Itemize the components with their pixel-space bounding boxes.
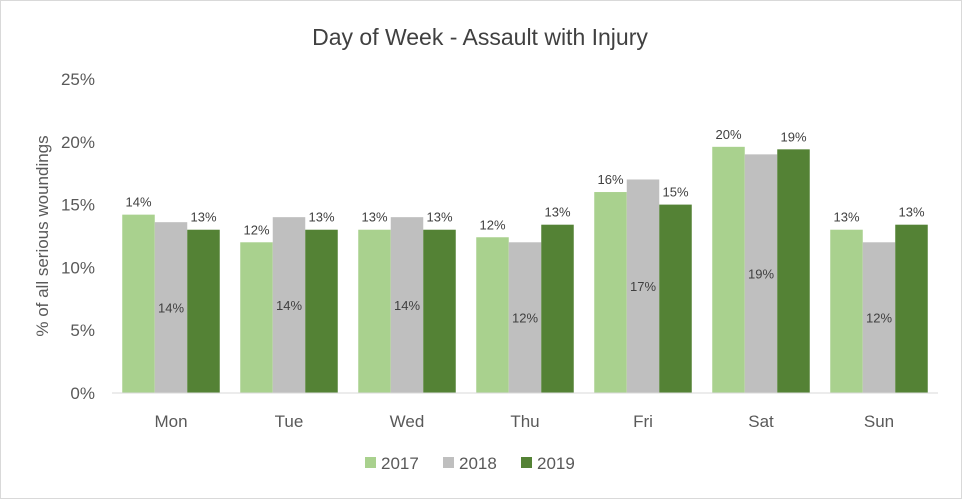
x-tick-label: Tue [275, 412, 304, 431]
y-tick-label: 5% [70, 321, 95, 340]
bar-2018-wed [390, 217, 424, 393]
bar-2017-sun [830, 229, 863, 393]
y-tick-label: 25% [61, 70, 95, 89]
data-label-2017-thu: 12% [479, 217, 505, 232]
legend: 2017 2018 2019 [365, 454, 575, 473]
x-tick-label: Thu [510, 412, 539, 431]
data-label-2019-wed: 13% [426, 210, 452, 225]
data-label-2019-mon: 13% [190, 210, 216, 225]
data-label-2017-sat: 20% [715, 127, 741, 142]
bar-2019-tue [305, 229, 338, 393]
x-tick-label: Wed [390, 412, 425, 431]
legend-swatch-2019 [521, 457, 532, 468]
data-label-2018-wed: 14% [394, 298, 420, 313]
y-tick-label: 15% [61, 196, 95, 215]
y-tick-label: 0% [70, 384, 95, 403]
bar-2017-sat [712, 146, 745, 393]
data-label-2017-sun: 13% [833, 210, 859, 225]
bar-2019-sat [777, 149, 810, 393]
bar-2017-thu [476, 237, 509, 393]
y-axis-label: % of all serious woundings [33, 135, 52, 336]
data-label-2018-mon: 14% [158, 301, 184, 316]
bar-2019-sun [895, 224, 928, 393]
data-label-2019-sun: 13% [898, 205, 924, 220]
y-axis: 0% 5% 10% 15% 20% 25% [61, 70, 95, 403]
data-label-2018-fri: 17% [630, 279, 656, 294]
x-axis: Mon Tue Wed Thu Fri Sat Sun [154, 412, 894, 431]
bar-2017-wed [358, 229, 391, 393]
data-label-2017-mon: 14% [125, 195, 151, 210]
data-label-2019-sat: 19% [780, 129, 806, 144]
data-label-2019-fri: 15% [662, 185, 688, 200]
bar-2018-sun [862, 242, 896, 393]
bar-2019-mon [187, 229, 220, 393]
bar-2017-fri [594, 192, 627, 393]
legend-label-2017: 2017 [381, 454, 419, 473]
bar-2017-tue [240, 242, 273, 393]
y-tick-label: 20% [61, 133, 95, 152]
bars [122, 146, 928, 393]
legend-label-2018: 2018 [459, 454, 497, 473]
bar-2018-sat [744, 154, 778, 393]
legend-label-2019: 2019 [537, 454, 575, 473]
x-tick-label: Mon [154, 412, 187, 431]
x-tick-label: Sun [864, 412, 894, 431]
data-label-2017-fri: 16% [597, 172, 623, 187]
data-label-2017-tue: 12% [243, 222, 269, 237]
data-label-2019-thu: 13% [544, 205, 570, 220]
data-label-2019-tue: 13% [308, 210, 334, 225]
data-labels: 14% 14% 13% 12% 14% 13% 13% 14% 13% 12% 12% 13% 16% 1… [125, 127, 924, 326]
x-tick-label: Sat [748, 412, 774, 431]
data-label-2017-wed: 13% [361, 210, 387, 225]
data-label-2018-tue: 14% [276, 298, 302, 313]
data-label-2018-sat: 19% [748, 267, 774, 282]
bar-2018-tue [272, 217, 306, 393]
bar-2018-fri [626, 179, 660, 393]
x-tick-label: Fri [633, 412, 653, 431]
bar-2018-mon [154, 222, 188, 393]
chart-title: Day of Week - Assault with Injury [312, 24, 648, 50]
bar-2019-wed [423, 229, 456, 393]
bar-2018-thu [508, 242, 542, 393]
data-label-2018-sun: 12% [866, 311, 892, 326]
legend-swatch-2017 [365, 457, 376, 468]
data-label-2018-thu: 12% [512, 311, 538, 326]
bar-2019-thu [541, 224, 574, 393]
bar-2017-mon [122, 214, 155, 393]
y-tick-label: 10% [61, 258, 95, 277]
legend-swatch-2018 [443, 457, 454, 468]
bar-2019-fri [659, 204, 692, 393]
